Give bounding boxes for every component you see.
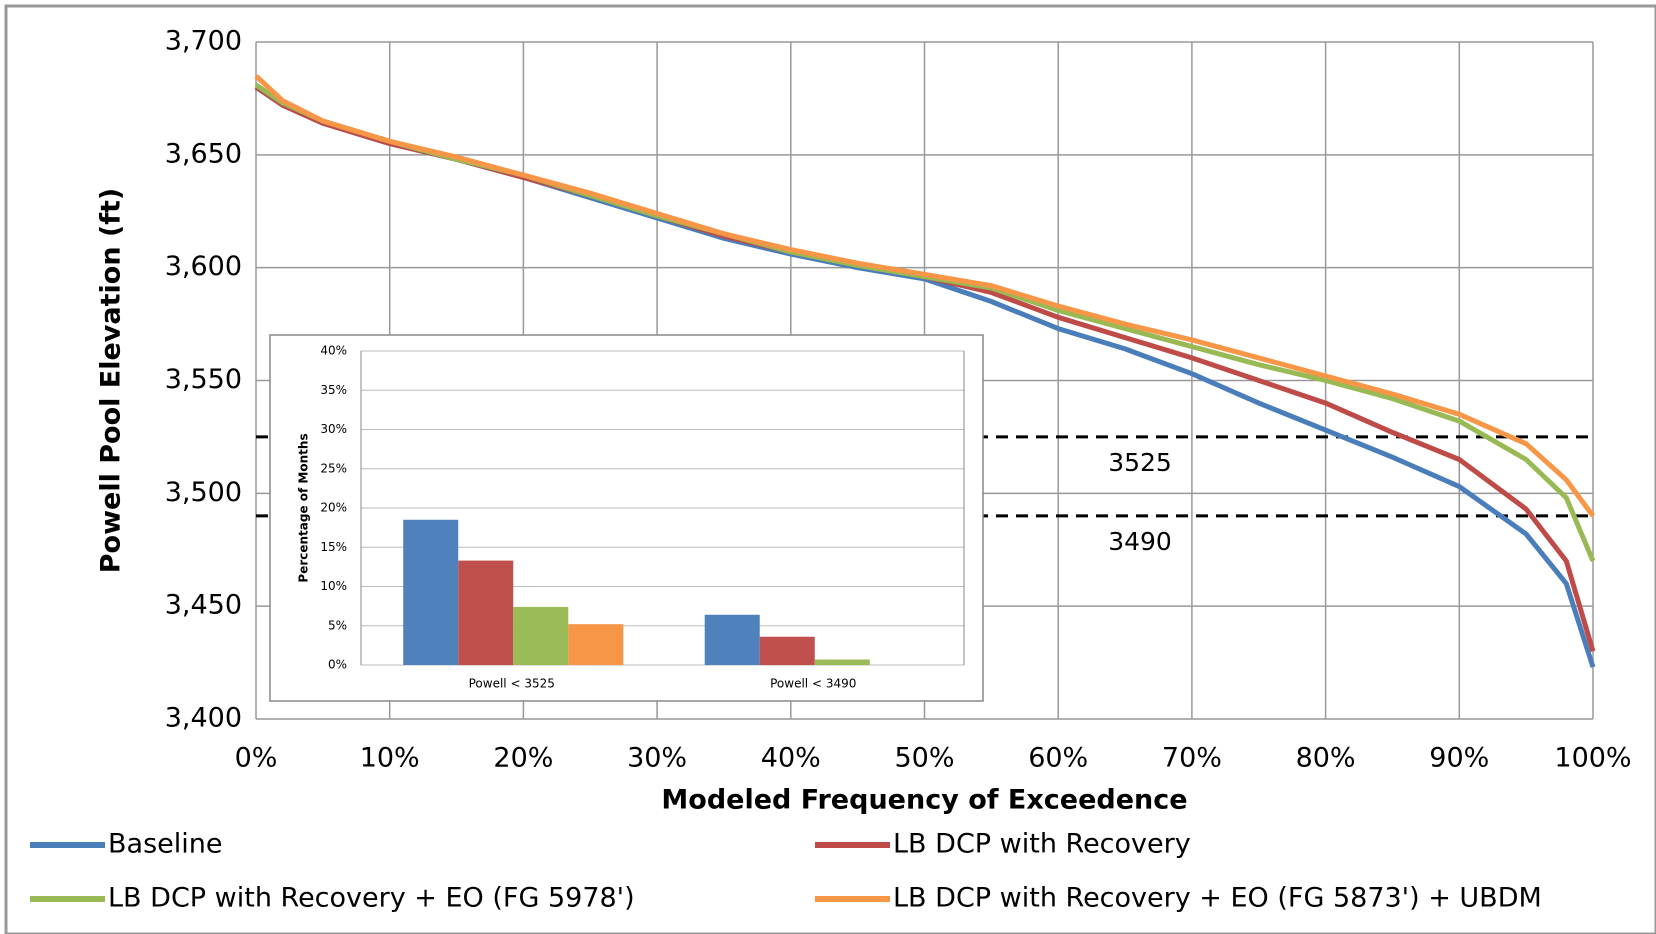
y-axis-label: Powell Pool Elevation (ft) bbox=[96, 188, 127, 574]
y-tick-label: 3,450 bbox=[165, 590, 242, 621]
bar bbox=[568, 624, 624, 665]
y-tick-label: 3,550 bbox=[165, 364, 242, 395]
y-tick-label: 25% bbox=[320, 461, 347, 475]
y-tick-label: 3,700 bbox=[165, 26, 242, 57]
y-tick-label: 35% bbox=[320, 383, 347, 397]
bar bbox=[704, 614, 760, 665]
x-tick-label: 100% bbox=[1554, 743, 1631, 774]
bar bbox=[759, 636, 815, 665]
bar bbox=[403, 519, 459, 665]
x-tick-label: Powell < 3490 bbox=[770, 677, 856, 691]
x-tick-label: 90% bbox=[1429, 743, 1489, 774]
bar bbox=[458, 560, 514, 665]
y-axis-label: Percentage of Months bbox=[297, 433, 311, 582]
x-tick-label: 50% bbox=[894, 743, 954, 774]
reference-label: 3490 bbox=[1108, 527, 1172, 556]
x-tick-label: 0% bbox=[235, 743, 278, 774]
x-tick-label: Powell < 3525 bbox=[469, 677, 555, 691]
line-series bbox=[254, 74, 1596, 518]
bar bbox=[513, 606, 569, 665]
x-tick-label: 80% bbox=[1296, 743, 1356, 774]
legend-label: Baseline bbox=[108, 829, 222, 860]
legend-label: LB DCP with Recovery + EO (FG 5978') bbox=[108, 883, 635, 914]
y-tick-label: 5% bbox=[328, 618, 347, 632]
bar bbox=[814, 659, 870, 665]
legend-label: LB DCP with Recovery bbox=[893, 829, 1191, 860]
y-tick-label: 3,600 bbox=[165, 251, 242, 282]
reference-label: 3525 bbox=[1108, 448, 1172, 477]
y-tick-label: 40% bbox=[320, 344, 347, 358]
y-tick-label: 10% bbox=[320, 579, 347, 593]
x-tick-label: 20% bbox=[493, 743, 553, 774]
legend-label: LB DCP with Recovery + EO (FG 5873') + U… bbox=[893, 883, 1542, 914]
x-tick-label: 60% bbox=[1028, 743, 1088, 774]
y-tick-label: 30% bbox=[320, 422, 347, 436]
y-tick-label: 15% bbox=[320, 540, 347, 554]
y-tick-label: 20% bbox=[320, 501, 347, 515]
x-tick-label: 10% bbox=[360, 743, 420, 774]
y-tick-label: 3,400 bbox=[165, 703, 242, 734]
y-tick-label: 3,650 bbox=[165, 138, 242, 169]
inset-frame bbox=[269, 334, 984, 702]
y-tick-label: 3,500 bbox=[165, 477, 242, 508]
x-tick-label: 30% bbox=[627, 743, 687, 774]
y-tick-label: 0% bbox=[328, 658, 347, 672]
x-tick-label: 70% bbox=[1162, 743, 1222, 774]
x-tick-label: 40% bbox=[761, 743, 821, 774]
x-axis-label: Modeled Frequency of Exceedence bbox=[661, 785, 1187, 816]
